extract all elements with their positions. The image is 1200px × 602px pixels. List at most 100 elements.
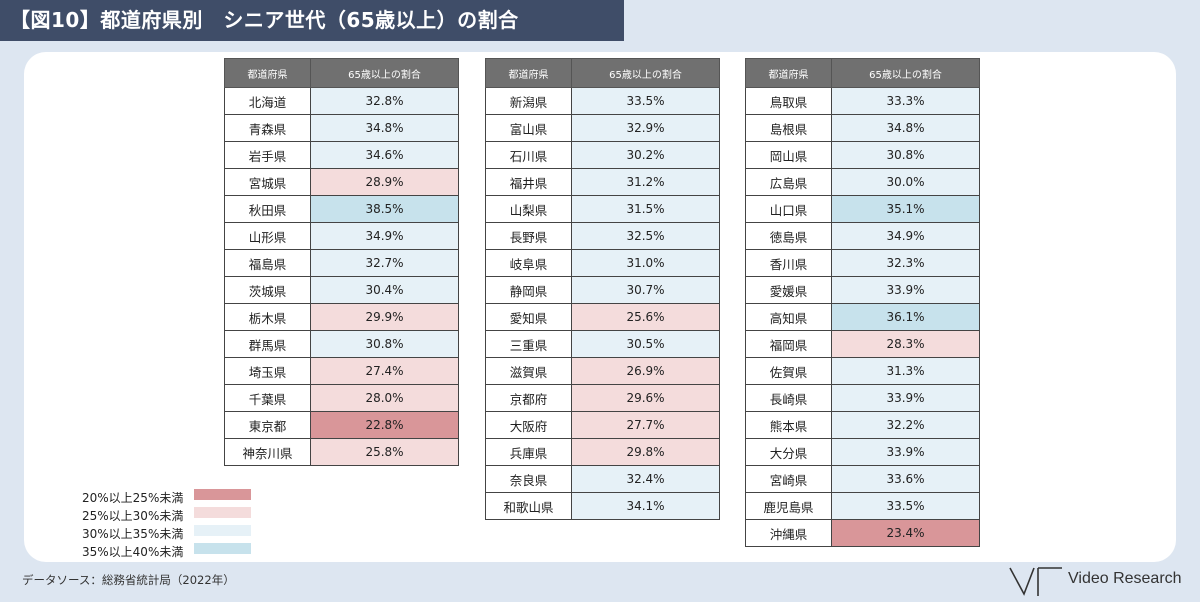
table-row: 佐賀県 31.3% xyxy=(745,357,980,385)
ratio-value-cell: 35.1% xyxy=(831,195,980,223)
table-row: 長崎県 33.9% xyxy=(745,384,980,412)
prefecture-name-cell: 石川県 xyxy=(485,141,572,169)
table-row: 岩手県 34.6% xyxy=(224,141,459,169)
table-row: 茨城県 30.4% xyxy=(224,276,459,304)
table-row: 大分県 33.9% xyxy=(745,438,980,466)
prefecture-name-cell: 埼玉県 xyxy=(224,357,311,385)
ratio-value-cell: 30.2% xyxy=(571,141,720,169)
page-title: 【図10】都道府県別 シニア世代（65歳以上）の割合 xyxy=(0,0,624,41)
ratio-value-cell: 32.9% xyxy=(571,114,720,142)
prefecture-name-cell: 長野県 xyxy=(485,222,572,250)
ratio-value-cell: 30.8% xyxy=(831,141,980,169)
ratio-value-cell: 36.1% xyxy=(831,303,980,331)
table-row: 徳島県 34.9% xyxy=(745,222,980,250)
table-row: 鳥取県 33.3% xyxy=(745,87,980,115)
prefecture-name-cell: 青森県 xyxy=(224,114,311,142)
ratio-value-cell: 33.6% xyxy=(831,465,980,493)
prefecture-name-cell: 奈良県 xyxy=(485,465,572,493)
ratio-value-cell: 34.6% xyxy=(310,141,459,169)
prefecture-name-cell: 北海道 xyxy=(224,87,311,115)
prefecture-name-cell: 佐賀県 xyxy=(745,357,832,385)
prefecture-name-cell: 岐阜県 xyxy=(485,249,572,277)
ratio-value-cell: 27.7% xyxy=(571,411,720,439)
ratio-value-cell: 22.8% xyxy=(310,411,459,439)
table-row: 山口県 35.1% xyxy=(745,195,980,223)
ratio-value-cell: 31.2% xyxy=(571,168,720,196)
legend-item: 25%以上30%未満 xyxy=(82,505,251,523)
table-row: 沖縄県 23.4% xyxy=(745,519,980,547)
ratio-value-cell: 33.3% xyxy=(831,87,980,115)
table-row: 愛知県 25.6% xyxy=(485,303,720,331)
legend-swatch xyxy=(194,489,251,500)
prefecture-name-cell: 京都府 xyxy=(485,384,572,412)
table-row: 秋田県 38.5% xyxy=(224,195,459,223)
prefecture-name-cell: 大分県 xyxy=(745,438,832,466)
ratio-value-cell: 32.7% xyxy=(310,249,459,277)
header-prefecture: 都道府県 xyxy=(485,58,572,88)
ratio-value-cell: 31.3% xyxy=(831,357,980,385)
table-row: 北海道 32.8% xyxy=(224,87,459,115)
prefecture-name-cell: 福井県 xyxy=(485,168,572,196)
table-row: 京都府 29.6% xyxy=(485,384,720,412)
prefecture-name-cell: 神奈川県 xyxy=(224,438,311,466)
legend: 20%以上25%未満 25%以上30%未満 30%以上35%未満 35%以上40… xyxy=(82,487,251,559)
table-row: 静岡県 30.7% xyxy=(485,276,720,304)
ratio-value-cell: 28.0% xyxy=(310,384,459,412)
logo-text: Video Research xyxy=(1068,570,1182,587)
prefecture-name-cell: 秋田県 xyxy=(224,195,311,223)
ratio-value-cell: 25.6% xyxy=(571,303,720,331)
ratio-value-cell: 33.9% xyxy=(831,276,980,304)
prefecture-name-cell: 岩手県 xyxy=(224,141,311,169)
prefecture-name-cell: 宮崎県 xyxy=(745,465,832,493)
ratio-value-cell: 34.1% xyxy=(571,492,720,520)
table-row: 和歌山県 34.1% xyxy=(485,492,720,520)
ratio-value-cell: 27.4% xyxy=(310,357,459,385)
prefecture-name-cell: 愛知県 xyxy=(485,303,572,331)
table-row: 愛媛県 33.9% xyxy=(745,276,980,304)
table-row: 長野県 32.5% xyxy=(485,222,720,250)
table-row: 群馬県 30.8% xyxy=(224,330,459,358)
prefecture-name-cell: 富山県 xyxy=(485,114,572,142)
ratio-value-cell: 25.8% xyxy=(310,438,459,466)
table-row: 滋賀県 26.9% xyxy=(485,357,720,385)
ratio-value-cell: 34.9% xyxy=(831,222,980,250)
table-row: 福島県 32.7% xyxy=(224,249,459,277)
ratio-value-cell: 30.8% xyxy=(310,330,459,358)
prefecture-name-cell: 三重県 xyxy=(485,330,572,358)
ratio-value-cell: 32.8% xyxy=(310,87,459,115)
ratio-value-cell: 32.3% xyxy=(831,249,980,277)
prefecture-name-cell: 茨城県 xyxy=(224,276,311,304)
prefecture-name-cell: 千葉県 xyxy=(224,384,311,412)
ratio-value-cell: 31.5% xyxy=(571,195,720,223)
prefecture-table-2: 都道府県 65歳以上の割合 新潟県 33.5% 富山県 32.9% 石川県 30.2% 福井… xyxy=(485,58,720,520)
ratio-value-cell: 29.9% xyxy=(310,303,459,331)
prefecture-name-cell: 鳥取県 xyxy=(745,87,832,115)
prefecture-name-cell: 広島県 xyxy=(745,168,832,196)
ratio-value-cell: 29.6% xyxy=(571,384,720,412)
ratio-value-cell: 34.8% xyxy=(310,114,459,142)
prefecture-name-cell: 滋賀県 xyxy=(485,357,572,385)
prefecture-name-cell: 新潟県 xyxy=(485,87,572,115)
table-row: 鹿児島県 33.5% xyxy=(745,492,980,520)
legend-item: 30%以上35%未満 xyxy=(82,523,251,541)
prefecture-name-cell: 静岡県 xyxy=(485,276,572,304)
ratio-value-cell: 31.0% xyxy=(571,249,720,277)
legend-label: 35%以上40%未満 xyxy=(82,545,184,559)
ratio-value-cell: 29.8% xyxy=(571,438,720,466)
table-row: 広島県 30.0% xyxy=(745,168,980,196)
table-row: 東京都 22.8% xyxy=(224,411,459,439)
content-panel: 都道府県 65歳以上の割合 北海道 32.8% 青森県 34.8% 岩手県 34.6% 宮城… xyxy=(24,52,1176,562)
prefecture-name-cell: 長崎県 xyxy=(745,384,832,412)
prefecture-name-cell: 徳島県 xyxy=(745,222,832,250)
ratio-value-cell: 33.9% xyxy=(831,438,980,466)
table-row: 福井県 31.2% xyxy=(485,168,720,196)
prefecture-name-cell: 岡山県 xyxy=(745,141,832,169)
legend-swatch xyxy=(194,507,251,518)
table-row: 奈良県 32.4% xyxy=(485,465,720,493)
ratio-value-cell: 32.2% xyxy=(831,411,980,439)
ratio-value-cell: 33.5% xyxy=(571,87,720,115)
table-row: 神奈川県 25.8% xyxy=(224,438,459,466)
table-row: 岡山県 30.8% xyxy=(745,141,980,169)
prefecture-name-cell: 高知県 xyxy=(745,303,832,331)
table-row: 石川県 30.2% xyxy=(485,141,720,169)
